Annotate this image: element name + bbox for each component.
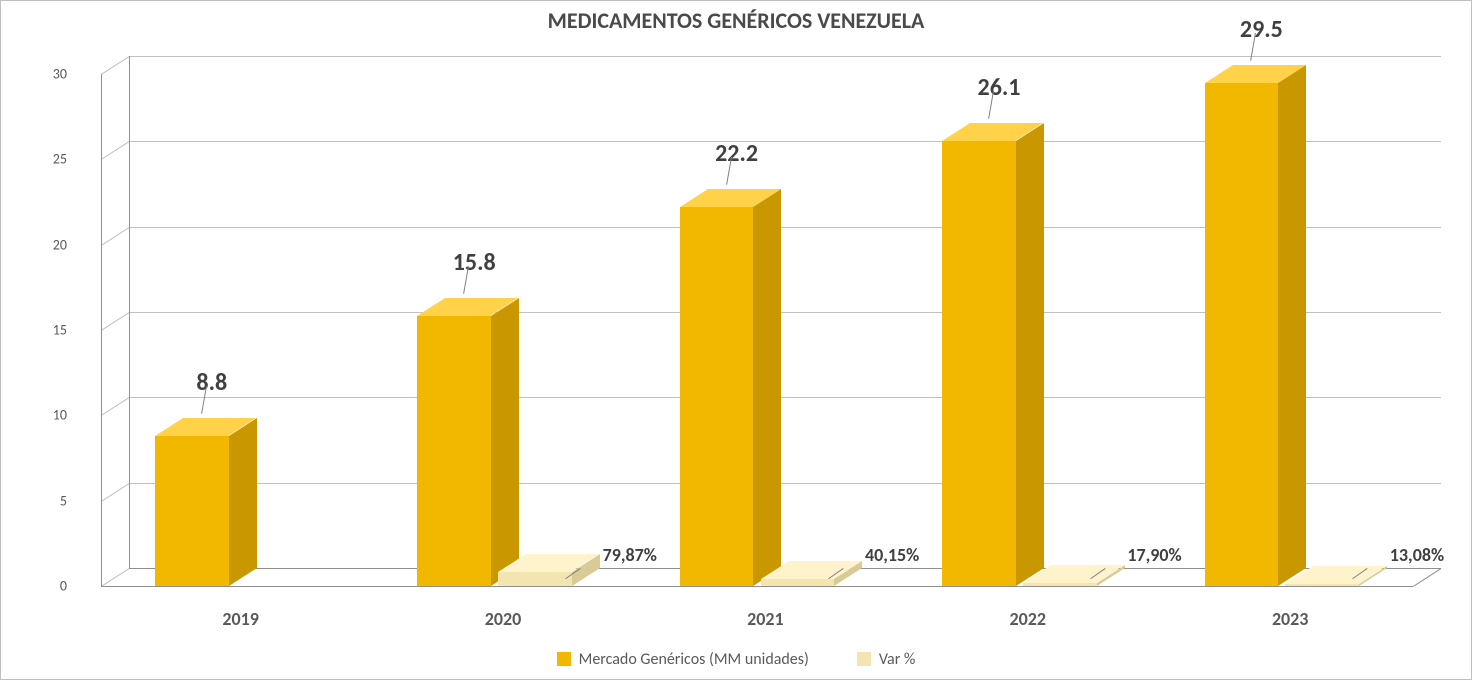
y-tick-label: 0 [60, 578, 67, 595]
bar-primary [680, 207, 753, 586]
bar-primary [1205, 83, 1278, 586]
bar-value-label: 29.5 [1240, 15, 1283, 44]
legend-item: Mercado Genéricos (MM unidades) [557, 650, 809, 669]
legend-swatch [557, 652, 571, 666]
floor-right-diag [1413, 568, 1442, 587]
legend-label: Var % [879, 650, 915, 669]
bar-pct-label: 13,08% [1390, 544, 1444, 566]
bar-pct-label: 79,87% [603, 544, 657, 566]
y-tick-label: 30 [53, 66, 67, 83]
gridline [129, 56, 1441, 57]
legend-item: Var % [857, 650, 915, 669]
gridline-depth [101, 483, 130, 502]
bar-primary [155, 436, 228, 586]
bar-value-label: 8.8 [196, 368, 227, 397]
x-tick-label: 2021 [747, 608, 784, 630]
y-tick-label: 20 [53, 236, 67, 253]
x-tick-label: 2022 [1010, 608, 1047, 630]
y-tick-label: 15 [53, 322, 67, 339]
x-tick-label: 2019 [222, 608, 259, 630]
chart-container: MEDICAMENTOS GENÉRICOS VENEZUELA 0510152… [0, 0, 1472, 680]
axis-back-left [129, 56, 130, 568]
bar-value-label: 15.8 [453, 248, 496, 277]
bar-secondary [761, 579, 834, 586]
y-tick-label: 5 [60, 492, 67, 509]
floor-front [101, 586, 1413, 587]
x-tick-label: 2020 [485, 608, 522, 630]
bar-pct-label: 40,15% [865, 544, 919, 566]
legend-label: Mercado Genéricos (MM unidades) [579, 650, 809, 669]
gridline-depth [101, 227, 130, 246]
plot-area: 0510152025308.8201915.8202022.2202126.12… [101, 56, 1441, 586]
gridline-depth [101, 312, 130, 331]
bar-secondary [1023, 583, 1096, 586]
bar-pct-label: 17,90% [1127, 544, 1181, 566]
axis-front-left [101, 74, 102, 586]
gridline-depth [101, 56, 130, 75]
gridline-depth [101, 397, 130, 416]
bar-value-label: 22.2 [715, 139, 758, 168]
legend-swatch [857, 652, 871, 666]
bar-secondary [498, 572, 571, 586]
y-tick-label: 25 [53, 151, 67, 168]
legend: Mercado Genéricos (MM unidades) Var % [1, 650, 1471, 672]
y-tick-label: 10 [53, 407, 67, 424]
bar-primary [942, 141, 1015, 586]
bar-primary [417, 316, 490, 586]
bar-value-label: 26.1 [978, 73, 1021, 102]
bar-secondary [1285, 584, 1358, 586]
gridline-depth [101, 141, 130, 160]
x-tick-label: 2023 [1272, 608, 1309, 630]
gridline-depth [101, 568, 130, 587]
